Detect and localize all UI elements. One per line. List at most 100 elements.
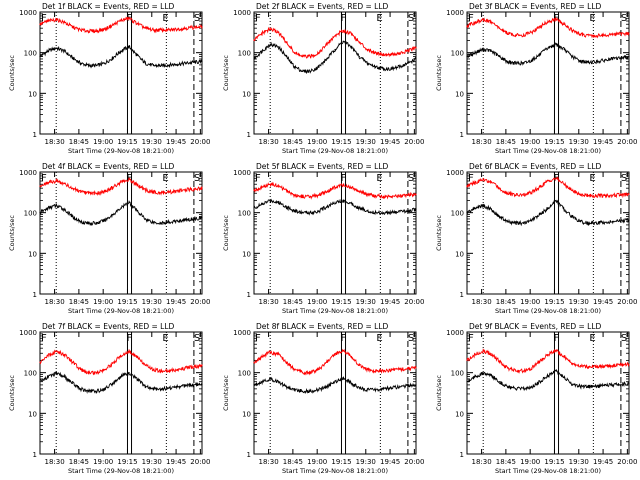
lld-data-point [310,372,312,374]
lld-series-line [253,348,417,376]
events-data-point [269,378,271,380]
lld-data-point [415,367,417,369]
lld-data-point [555,349,557,352]
events-data-point [612,58,614,60]
time-marker-label: F [340,173,346,184]
y-tick-label: 100 [451,50,464,58]
time-marker-label: F [255,13,261,24]
events-data-point [326,386,328,388]
lld-series-line [466,348,630,375]
time-marker-label: S [194,333,200,344]
lld-series-line [253,181,417,200]
events-data-point [293,66,296,68]
lld-data-point [144,27,146,29]
x-tick-label: 18:45 [283,458,303,466]
x-tick-label: 20:00 [404,138,424,146]
events-data-point [253,384,255,386]
lld-data-point [96,30,98,32]
events-data-point [269,43,271,45]
x-tick-label: 19:15 [331,138,351,146]
events-data-point [399,66,401,68]
events-data-point [201,383,203,385]
lld-data-point [302,56,304,58]
time-marker-label: S [408,13,414,24]
events-data-point [79,388,82,390]
events-data-point [269,199,271,202]
events-data-point [628,382,630,384]
time-marker-label: F [340,333,346,344]
events-data-point [128,201,130,203]
x-tick-label: 18:30 [471,458,491,466]
events-series-line [466,199,630,227]
y-tick-label: 1 [460,291,464,299]
x-tick-label: 19:30 [569,138,589,146]
events-data-point [104,388,106,390]
lld-data-point [318,194,320,196]
x-tick-label: 20:00 [617,458,637,466]
lld-data-point [326,43,328,45]
lld-data-point [128,17,130,19]
events-data-point [39,56,41,58]
events-data-point [71,216,73,218]
x-tick-label: 19:15 [544,138,564,146]
lld-data-point [120,19,122,22]
y-tick-label: 1 [460,451,464,459]
time-marker-label: S [408,173,414,184]
events-data-point [482,204,484,207]
lld-data-point [366,193,368,196]
lld-data-point [498,360,500,362]
lld-series-line [39,177,203,196]
time-marker-label: S [194,13,200,24]
lld-data-point [490,21,492,23]
events-data-point [112,382,114,384]
lld-data-point [334,186,336,188]
lld-data-point [358,364,360,367]
lld-data-point [547,353,549,356]
events-data-point [358,387,360,389]
lld-data-point [334,35,336,37]
lld-data-point [498,187,500,189]
lld-data-point [136,356,138,358]
events-data-point [120,207,122,209]
events-data-point [310,212,312,214]
panel-title: Det 3f BLACK = Events, RED = LLD [469,2,602,11]
y-axis-label: Counts/sec [8,55,16,91]
lld-series-line [39,16,203,34]
events-data-point [407,62,409,64]
events-data-point [399,386,401,388]
lld-data-point [374,370,377,372]
y-tick-label: 10 [28,90,37,98]
lld-data-point [144,364,146,367]
x-tick-label: 19:45 [380,138,400,146]
events-data-point [144,62,146,64]
detector-panel-5: Det 5f BLACK = Events, RED = LLD 1 10 100 10… [222,162,424,315]
events-data-point [63,208,65,211]
events-series-line [253,375,417,395]
lld-data-point [571,362,573,364]
lld-data-point [261,355,263,358]
events-data-point [579,221,582,223]
events-data-point [587,61,590,63]
lld-data-point [55,350,57,353]
events-data-point [563,377,565,379]
lld-data-point [79,191,82,193]
y-tick-label: 10 [242,90,251,98]
events-data-point [563,208,565,211]
events-data-point [152,221,154,223]
x-tick-label: 19:00 [93,138,113,146]
events-data-point [261,50,263,52]
events-data-point [55,204,57,207]
events-data-point [136,54,138,57]
x-tick-label: 20:00 [190,458,210,466]
lld-data-point [96,192,98,194]
events-data-point [482,48,484,51]
y-tick-label: 1000 [446,9,464,17]
events-data-point [261,381,263,383]
x-tick-label: 19:30 [142,458,162,466]
lld-data-point [285,189,287,192]
lld-data-point [579,193,582,196]
x-axis-label: Start Time (29-Nov-08 18:21:00) [282,467,388,475]
time-marker-label: F [41,13,47,24]
lld-data-point [144,189,146,191]
